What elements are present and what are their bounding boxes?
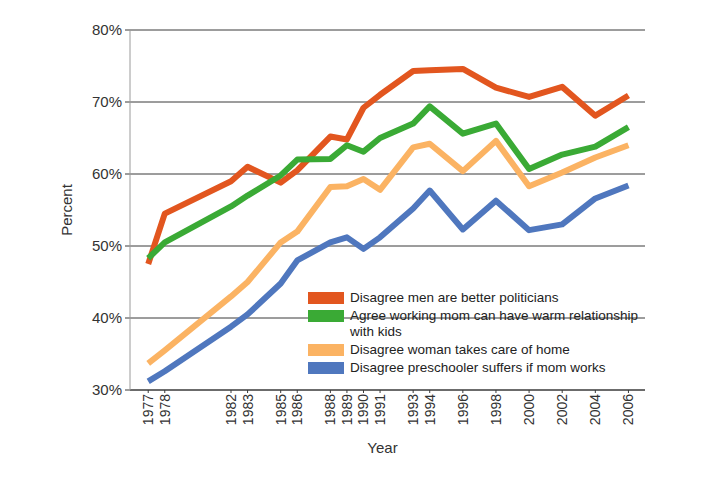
legend-line: Disagree preschooler suffers if mom work… (350, 360, 606, 375)
grid-line (130, 246, 645, 247)
legend-swatch (308, 344, 344, 356)
x-tick-label: 1994 (422, 394, 438, 425)
legend-line: Disagree woman takes care of home (350, 342, 570, 357)
x-axis-line (130, 390, 645, 391)
grid-line (130, 390, 645, 391)
y-tick-label: 60% (92, 165, 122, 182)
x-tick-label: 1998 (488, 394, 504, 425)
legend-swatch (308, 292, 344, 304)
y-tick (125, 102, 130, 103)
x-tick (247, 390, 248, 393)
x-tick (148, 390, 149, 393)
x-tick (330, 390, 331, 393)
x-tick (529, 390, 530, 393)
legend-line: with kids (349, 324, 402, 339)
x-tick-label: 1989 (339, 394, 355, 425)
x-tick-label: 1993 (405, 394, 421, 425)
y-tick (125, 390, 130, 391)
x-tick-label: 1991 (372, 394, 388, 425)
y-tick (125, 318, 130, 319)
x-tick (462, 390, 463, 393)
x-tick (164, 390, 165, 393)
y-tick-label: 70% (92, 93, 122, 110)
x-tick-label: 1977 (140, 394, 156, 425)
x-axis-title: Year (367, 439, 397, 456)
series-line (148, 186, 628, 382)
x-tick (628, 390, 629, 393)
x-tick (495, 390, 496, 393)
axes: 30%40%50%60%70%80%1977197819821983198519… (92, 21, 645, 425)
x-tick-label: 1990 (355, 394, 371, 425)
y-tick-label: 30% (92, 381, 122, 398)
legend-line: Disagree men are better politicians (350, 290, 559, 305)
legend-label: Disagree woman takes care of home (350, 342, 570, 357)
y-axis-line (130, 30, 131, 390)
x-tick-label: 1988 (322, 394, 338, 425)
grid (130, 30, 645, 390)
x-tick (595, 390, 596, 393)
legend-line: Agree working mom can have warm relation… (350, 308, 638, 323)
legend: Disagree men are better politicians Agree… (308, 290, 638, 375)
x-tick-label: 2004 (587, 394, 603, 425)
series-line (148, 69, 628, 264)
x-tick (413, 390, 414, 393)
x-tick-label: 1985 (273, 394, 289, 425)
y-tick (125, 174, 130, 175)
x-tick-label: 1978 (157, 394, 173, 425)
x-tick-label: 2000 (521, 394, 537, 425)
x-tick (562, 390, 563, 393)
y-tick-label: 40% (92, 309, 122, 326)
x-tick-label: 1982 (223, 394, 239, 425)
legend-label: Disagree men are better politicians (350, 290, 559, 305)
y-tick (125, 246, 130, 247)
x-tick-label: 1996 (455, 394, 471, 425)
legend-swatch (308, 310, 344, 322)
y-axis-title: Percent (58, 183, 75, 236)
series-group (148, 69, 628, 381)
x-tick-label: 1986 (289, 394, 305, 425)
x-tick-label: 1983 (240, 394, 256, 425)
x-tick (346, 390, 347, 393)
y-tick-label: 50% (92, 237, 122, 254)
x-tick (363, 390, 364, 393)
legend-swatch (308, 362, 344, 374)
x-tick (380, 390, 381, 393)
y-tick-label: 80% (92, 21, 122, 38)
y-tick (125, 30, 130, 31)
grid-line (130, 30, 645, 31)
chart: 30%40%50%60%70%80%1977197819821983198519… (0, 0, 712, 492)
x-tick (231, 390, 232, 393)
grid-line (130, 102, 645, 103)
x-tick-label: 2002 (554, 394, 570, 425)
x-tick-label: 2006 (620, 394, 636, 425)
series-line (148, 141, 628, 363)
x-tick (429, 390, 430, 393)
grid-line (130, 174, 645, 175)
x-tick (297, 390, 298, 393)
x-tick (280, 390, 281, 393)
legend-label: Disagree preschooler suffers if mom work… (350, 360, 606, 375)
legend-label: Agree working mom can have warm relation… (349, 308, 638, 339)
